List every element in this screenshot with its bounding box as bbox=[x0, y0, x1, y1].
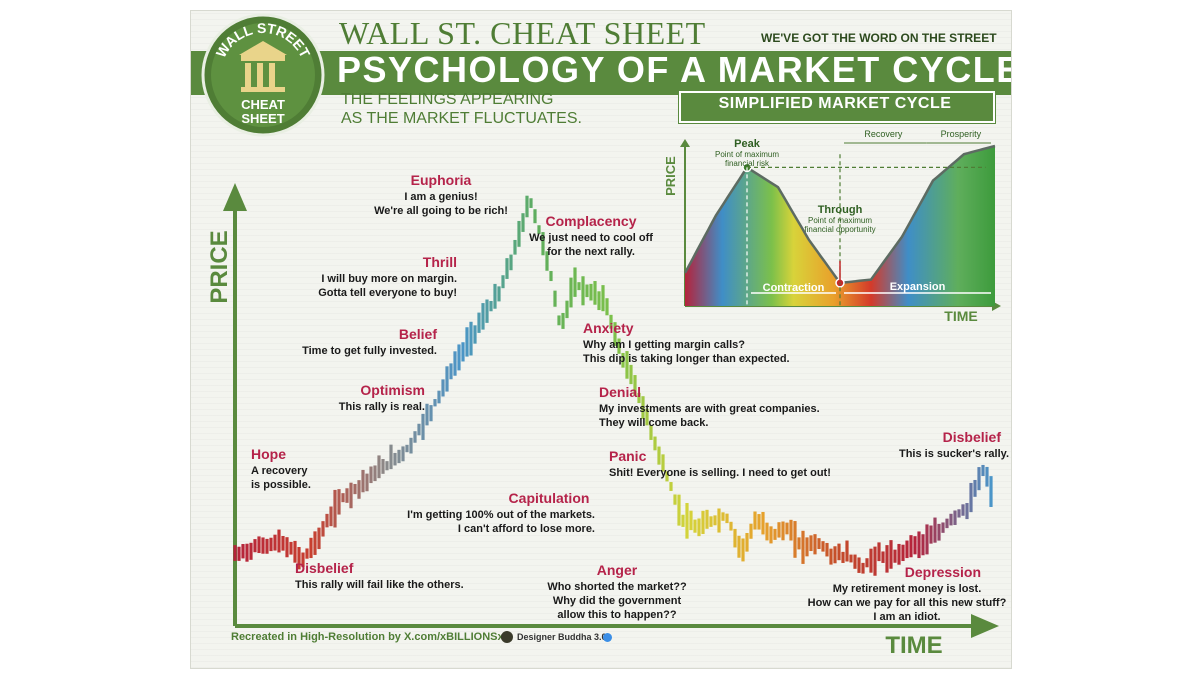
tagline: WE'VE GOT THE WORD ON THE STREET bbox=[761, 31, 997, 45]
emotion-quote: is possible. bbox=[251, 479, 311, 491]
emotion-label: Thrill I will buy more on margin. Gotta te… bbox=[318, 254, 457, 299]
title-banner bbox=[191, 51, 1011, 95]
emotion-name: Belief bbox=[399, 326, 437, 342]
emotion-quote: Why am I getting margin calls? bbox=[583, 339, 745, 351]
emotion-label: Disbelief This is sucker's rally. bbox=[899, 429, 1009, 460]
emotion-label: Capitulation I'm getting 100% out of the … bbox=[407, 490, 595, 535]
inset-x-label: TIME bbox=[944, 308, 977, 324]
peak-detail: Point of maximum bbox=[715, 150, 779, 159]
emotion-label: Euphoria I am a genius! We're all going to… bbox=[374, 172, 508, 217]
emotion-quote: My investments are with great companies. bbox=[599, 403, 820, 415]
emotion-name: Thrill bbox=[423, 254, 457, 270]
emotion-name: Euphoria bbox=[411, 172, 472, 188]
emotion-quote: This rally is real. bbox=[339, 401, 425, 413]
subtitle: THE FEELINGS APPEARING AS THE MARKET FLU… bbox=[341, 90, 611, 128]
x-axis-arrow bbox=[971, 614, 999, 638]
emotion-quote: I am a genius! bbox=[404, 191, 477, 203]
emotion-label: Disbelief This rally will fail like the o… bbox=[295, 560, 464, 591]
emotion-name: Depression bbox=[905, 564, 981, 580]
infographic-card: WALL STREET CHEAT SHEET WALL ST. CHEAT S… bbox=[190, 10, 1012, 669]
emotion-label: Depression My retirement money is lost. Ho… bbox=[808, 564, 1007, 623]
peak-label: Peak bbox=[734, 138, 761, 150]
emotion-label: Belief Time to get fully invested. bbox=[302, 326, 437, 357]
brand-name: WALL ST. CHEAT SHEET bbox=[339, 15, 706, 51]
logo-bottom-text-2: SHEET bbox=[241, 111, 284, 126]
trough-detail: financial opportunity bbox=[804, 225, 875, 234]
emotion-quote: How can we pay for all this new stuff? bbox=[808, 597, 1007, 609]
logo-bottom-text-1: CHEAT bbox=[241, 97, 285, 112]
emotion-name: Optimism bbox=[360, 382, 425, 398]
emotion-label: Anger Who shorted the market?? Why did the… bbox=[547, 562, 687, 621]
x-axis-label: TIME bbox=[885, 632, 942, 659]
subtitle-line-1: THE FEELINGS APPEARING bbox=[341, 91, 554, 108]
trough-detail: Point of maximum bbox=[808, 216, 872, 225]
emotion-name: Hope bbox=[251, 446, 286, 462]
emotion-name: Anxiety bbox=[583, 320, 634, 336]
emotion-label: Hope A recovery is possible. bbox=[251, 446, 311, 491]
wall-street-cheat-sheet-logo: WALL STREET CHEAT SHEET bbox=[201, 13, 325, 137]
phase-contraction: Contraction bbox=[763, 282, 825, 294]
emotion-name: Anger bbox=[597, 562, 638, 578]
inset-area bbox=[685, 146, 995, 306]
emotion-quote: Shit! Everyone is selling. I need to get… bbox=[609, 467, 831, 479]
market-cycle-chart: PRICE TIME Disbelief This rally will fail… bbox=[206, 129, 1009, 659]
emotion-name: Capitulation bbox=[509, 490, 590, 506]
phase-expansion: Expansion bbox=[890, 281, 946, 293]
emotion-label: Complacency We just need to cool off for t… bbox=[529, 213, 653, 258]
phase-prosperity: Prosperity bbox=[941, 129, 982, 139]
emotion-quote: allow this to happen?? bbox=[557, 609, 676, 621]
emotion-name: Complacency bbox=[545, 213, 636, 229]
emotion-quote: My retirement money is lost. bbox=[833, 583, 982, 595]
emotion-name: Denial bbox=[599, 384, 641, 400]
verified-check-icon bbox=[603, 633, 612, 642]
emotion-quote: Why did the government bbox=[553, 595, 682, 607]
designer-avatar-icon bbox=[501, 631, 513, 643]
emotion-quote: for the next rally. bbox=[547, 246, 635, 258]
emotion-name: Disbelief bbox=[295, 560, 354, 576]
subtitle-line-2: AS THE MARKET FLUCTUATES. bbox=[341, 110, 582, 127]
credit-text: Recreated in High-Resolution by X.com/xB… bbox=[231, 631, 504, 643]
emotion-quote: A recovery bbox=[251, 465, 308, 477]
main-axes: PRICE TIME bbox=[206, 183, 999, 659]
emotion-name: Disbelief bbox=[943, 429, 1002, 445]
emotion-quote: Time to get fully invested. bbox=[302, 345, 437, 357]
designer-credit: Designer Buddha 3.0 bbox=[517, 632, 607, 642]
emotion-quote: I will buy more on margin. bbox=[321, 273, 457, 285]
emotion-quote: Who shorted the market?? bbox=[547, 581, 687, 593]
emotion-quote: I am an idiot. bbox=[873, 611, 940, 623]
peak-detail: financial risk bbox=[725, 159, 770, 168]
phase-recovery: Recovery bbox=[864, 129, 903, 139]
emotion-label: Panic Shit! Everyone is selling. I need t… bbox=[609, 448, 831, 479]
emotion-label: Denial My investments are with great comp… bbox=[599, 384, 820, 429]
emotion-quote: They will come back. bbox=[599, 417, 708, 429]
emotion-quote: This dip is taking longer than expected. bbox=[583, 353, 790, 365]
emotion-quote: I can't afford to lose more. bbox=[458, 523, 595, 535]
page-title: PSYCHOLOGY OF A MARKET CYCLE bbox=[337, 49, 1012, 90]
inset-chart-title: SIMPLIFIED MARKET CYCLE bbox=[718, 95, 952, 112]
emotion-quote: We're all going to be rich! bbox=[374, 205, 508, 217]
y-axis-arrow bbox=[223, 183, 247, 211]
emotion-quote: This rally will fail like the others. bbox=[295, 579, 464, 591]
y-axis-label: PRICE bbox=[206, 230, 233, 303]
emotion-quote: Gotta tell everyone to buy! bbox=[318, 287, 457, 299]
emotion-name: Panic bbox=[609, 448, 647, 464]
emotion-labels: Disbelief This rally will fail like the o… bbox=[251, 172, 1009, 623]
inset-title-box bbox=[679, 91, 995, 123]
price-series bbox=[233, 195, 993, 576]
emotion-label: Anxiety Why am I getting margin calls? Thi… bbox=[583, 320, 790, 365]
emotion-quote: We just need to cool off bbox=[529, 232, 653, 244]
emotion-quote: This is sucker's rally. bbox=[899, 448, 1009, 460]
trough-label: Through bbox=[818, 204, 863, 216]
emotion-label: Optimism This rally is real. bbox=[339, 382, 425, 413]
inset-y-label: PRICE bbox=[663, 156, 678, 196]
emotion-quote: I'm getting 100% out of the markets. bbox=[407, 509, 595, 521]
